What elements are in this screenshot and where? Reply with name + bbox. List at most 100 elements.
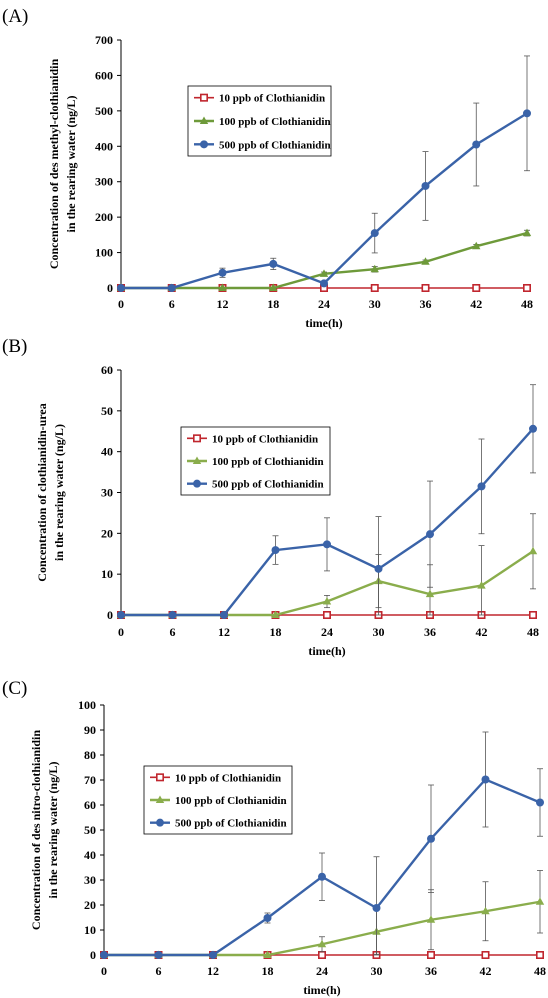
chart-panel-2: (C) 0 10 20 30 40 50 60 70 80 90 100 0 6 12 18 24 30 36 42 4… [2, 678, 546, 997]
data-point [481, 950, 490, 959]
data-point [426, 530, 434, 539]
legend-label: 100 ppb of Clothianidin [212, 456, 324, 468]
data-point [218, 268, 227, 277]
y-tick-label: 60 [101, 363, 113, 377]
legend-swatch-marker [156, 818, 164, 827]
y-tick-label: 0 [107, 608, 113, 622]
x-tick-label: 30 [369, 297, 381, 311]
data-point [320, 279, 328, 288]
x-tick-label: 36 [425, 964, 437, 978]
legend-label: 500 ppb of Clothianidin [212, 479, 324, 491]
y-tick-label: 40 [101, 445, 113, 459]
data-point [154, 951, 163, 959]
data-point [322, 597, 332, 605]
x-tick-label: 12 [217, 297, 229, 311]
x-tick-label: 18 [270, 625, 282, 639]
y-tick-label: 300 [95, 175, 113, 189]
x-tick-label: 36 [420, 297, 432, 311]
x-tick-label: 24 [316, 964, 328, 978]
legend-swatch-marker [200, 140, 208, 149]
y-tick-label: 70 [84, 773, 96, 787]
series-1 [116, 228, 532, 291]
series-2 [100, 731, 544, 959]
legend-swatch-marker [192, 456, 202, 464]
x-tick-label: 0 [118, 625, 124, 639]
x-axis-title: time(h) [305, 316, 342, 330]
panel-label: (B) [2, 336, 27, 357]
x-tick-label: 12 [207, 964, 219, 978]
data-point [536, 798, 544, 807]
y-tick-label: 10 [101, 567, 113, 581]
y-axis-title-line1: Concentration of des methyl-clothianidin [47, 59, 61, 270]
y-axis-title-line2: in the rearing water (ng/L) [46, 762, 60, 899]
data-point [426, 915, 436, 923]
data-point [522, 228, 532, 237]
data-point [263, 914, 272, 922]
series-2 [117, 55, 531, 292]
y-tick-label: 600 [95, 68, 113, 82]
data-point [220, 611, 228, 619]
y-tick-label: 30 [84, 873, 96, 887]
legend-label: 100 ppb of Clothianidin [175, 795, 287, 807]
data-point [322, 610, 331, 619]
data-point [319, 269, 329, 277]
data-point [472, 140, 481, 149]
data-point [209, 951, 217, 959]
data-point [269, 259, 278, 268]
y-axis-title-line1: Concentration of clothianidin-urea [35, 403, 49, 581]
y-tick-label: 200 [95, 210, 113, 224]
legend-label: 500 ppb of Clothianidin [219, 139, 331, 151]
x-tick-label: 36 [424, 625, 436, 639]
x-tick-label: 24 [318, 297, 330, 311]
x-tick-label: 42 [476, 625, 488, 639]
data-point [426, 950, 435, 959]
x-tick-label: 0 [118, 297, 124, 311]
data-point [100, 951, 108, 959]
chart-panel-1: (B) 0 10 20 30 40 50 60 0 6 12 18 24 30 36 42 48 time(h) C… [2, 336, 539, 658]
data-point [269, 283, 278, 291]
y-tick-label: 10 [84, 923, 96, 937]
y-tick-label: 100 [78, 698, 96, 712]
data-point [425, 589, 435, 598]
x-tick-label: 6 [156, 964, 162, 978]
x-tick-label: 0 [101, 964, 107, 978]
y-tick-label: 50 [84, 823, 96, 837]
legend-swatch-marker [193, 434, 202, 443]
panel-label: (A) [2, 6, 28, 27]
data-point [421, 257, 430, 265]
y-tick-label: 0 [90, 948, 96, 962]
legend-label: 10 ppb of Clothianidin [175, 772, 281, 784]
data-point [529, 424, 537, 433]
data-point [372, 904, 381, 912]
data-point [522, 283, 531, 292]
data-point [374, 564, 383, 573]
x-tick-label: 18 [262, 964, 274, 978]
data-point [271, 610, 280, 618]
data-point [317, 950, 326, 959]
x-tick-label: 48 [527, 625, 539, 639]
legend-swatch-marker [193, 479, 201, 488]
data-point [528, 546, 538, 555]
data-point [117, 611, 125, 619]
legend-label: 10 ppb of Clothianidin [212, 433, 318, 445]
y-tick-label: 700 [95, 33, 113, 47]
x-tick-label: 48 [521, 297, 533, 311]
x-tick-label: 42 [470, 297, 482, 311]
data-point [535, 950, 544, 959]
data-point [370, 283, 379, 292]
legend-label: 100 ppb of Clothianidin [219, 116, 331, 128]
y-tick-label: 20 [84, 898, 96, 912]
data-point [318, 872, 326, 881]
data-point [472, 283, 481, 292]
y-tick-label: 20 [101, 526, 113, 540]
data-point [535, 897, 545, 905]
x-tick-label: 42 [480, 964, 492, 978]
legend-swatch-marker [199, 116, 209, 124]
x-tick-label: 24 [321, 625, 333, 639]
x-axis-title: time(h) [308, 644, 345, 658]
legend-swatch-marker [200, 93, 209, 102]
legend-swatch-marker [156, 773, 165, 782]
data-point [168, 611, 177, 619]
x-tick-label: 12 [218, 625, 230, 639]
